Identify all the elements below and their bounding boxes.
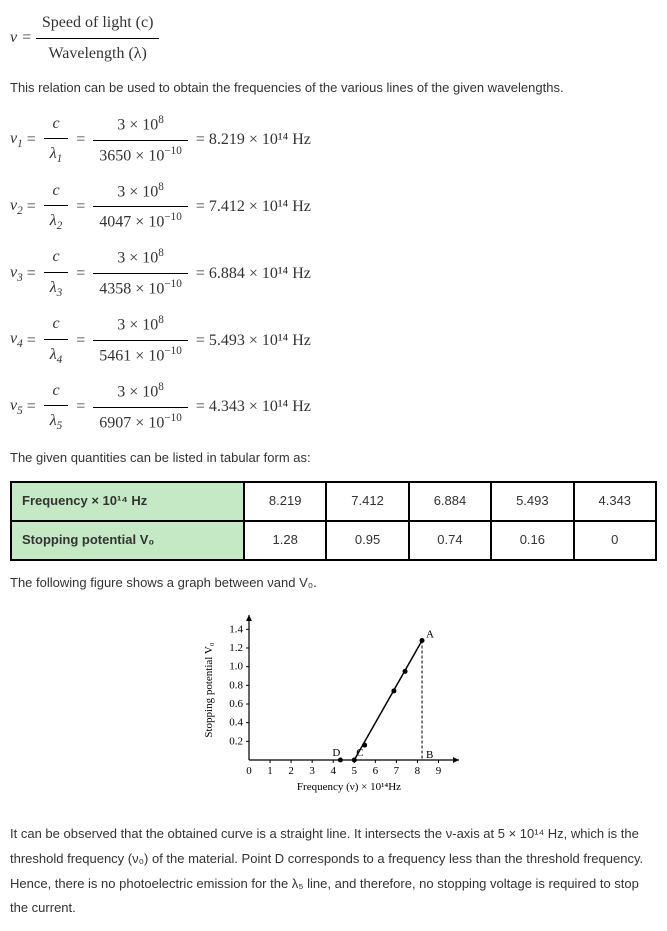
cell: 1.28 xyxy=(244,521,326,560)
cell: 6.884 xyxy=(409,482,491,521)
cell: 0.74 xyxy=(409,521,491,560)
svg-text:B: B xyxy=(426,749,433,761)
svg-text:Stopping potential V₀: Stopping potential V₀ xyxy=(203,643,215,738)
svg-text:D: D xyxy=(332,747,340,759)
svg-text:9: 9 xyxy=(435,765,441,777)
calc-row: ν5=cλ5=3 × 1086907 × 10−10= 4.343 × 10¹⁴… xyxy=(10,378,657,437)
svg-text:0.4: 0.4 xyxy=(229,717,243,729)
svg-text:8: 8 xyxy=(414,765,420,777)
cell: 0 xyxy=(574,521,656,560)
svg-text:2: 2 xyxy=(288,765,294,777)
svg-text:0.8: 0.8 xyxy=(229,680,243,692)
svg-text:5: 5 xyxy=(351,765,357,777)
eq-num: Speed of light (c) xyxy=(36,10,160,39)
svg-text:Frequency (ν) × 10¹⁴Hz: Frequency (ν) × 10¹⁴Hz xyxy=(296,781,400,793)
cell: 0.16 xyxy=(491,521,573,560)
cell: 4.343 xyxy=(574,482,656,521)
eq-den: Wavelength (λ) xyxy=(36,39,160,67)
svg-text:C: C xyxy=(356,747,363,759)
row1-header: Frequency × 10¹⁴ Hz xyxy=(11,482,244,521)
cell: 0.95 xyxy=(326,521,408,560)
calculations-block: ν1=cλ1=3 × 1083650 × 10−10= 8.219 × 10¹⁴… xyxy=(10,111,657,437)
svg-text:1.2: 1.2 xyxy=(229,642,243,654)
svg-text:6: 6 xyxy=(372,765,378,777)
svg-text:1.4: 1.4 xyxy=(229,624,243,636)
table-row: Frequency × 10¹⁴ Hz 8.219 7.412 6.884 5.… xyxy=(11,482,656,521)
eq-lhs: v = xyxy=(10,25,32,51)
svg-text:A: A xyxy=(426,629,434,641)
svg-text:1.0: 1.0 xyxy=(229,661,243,673)
table-intro: The given quantities can be listed in ta… xyxy=(10,446,657,471)
cell: 7.412 xyxy=(326,482,408,521)
svg-text:0.2: 0.2 xyxy=(229,736,243,748)
intro-text: This relation can be used to obtain the … xyxy=(10,76,657,101)
svg-text:3: 3 xyxy=(309,765,315,777)
stopping-potential-chart: 0.2 0.4 0.6 0.8 1.0 1.2 1.4 0 1 2 3 4 5 6 7 8 9 A B C D Frequ… xyxy=(194,605,474,805)
calc-row: ν1=cλ1=3 × 1083650 × 10−10= 8.219 × 10¹⁴… xyxy=(10,111,657,170)
table-row: Stopping potential V₀ 1.28 0.95 0.74 0.1… xyxy=(11,521,656,560)
svg-text:0.6: 0.6 xyxy=(229,698,243,710)
svg-text:1: 1 xyxy=(267,765,273,777)
cell: 5.493 xyxy=(491,482,573,521)
chart-container: 0.2 0.4 0.6 0.8 1.0 1.2 1.4 0 1 2 3 4 5 6 7 8 9 A B C D Frequ… xyxy=(10,605,657,812)
calc-row: ν3=cλ3=3 × 1084358 × 10−10= 6.884 × 10¹⁴… xyxy=(10,244,657,303)
top-equation: v = Speed of light (c) Wavelength (λ) xyxy=(10,10,657,66)
svg-text:7: 7 xyxy=(393,765,399,777)
graph-intro: The following figure shows a graph betwe… xyxy=(10,571,657,596)
data-table: Frequency × 10¹⁴ Hz 8.219 7.412 6.884 5.… xyxy=(10,481,657,561)
conclusion-text: It can be observed that the obtained cur… xyxy=(10,822,657,921)
row2-header: Stopping potential V₀ xyxy=(11,521,244,560)
calc-row: ν4=cλ4=3 × 1085461 × 10−10= 5.493 × 10¹⁴… xyxy=(10,311,657,370)
calc-row: ν2=cλ2=3 × 1084047 × 10−10= 7.412 × 10¹⁴… xyxy=(10,178,657,237)
svg-text:0: 0 xyxy=(246,765,252,777)
svg-text:4: 4 xyxy=(330,765,336,777)
cell: 8.219 xyxy=(244,482,326,521)
